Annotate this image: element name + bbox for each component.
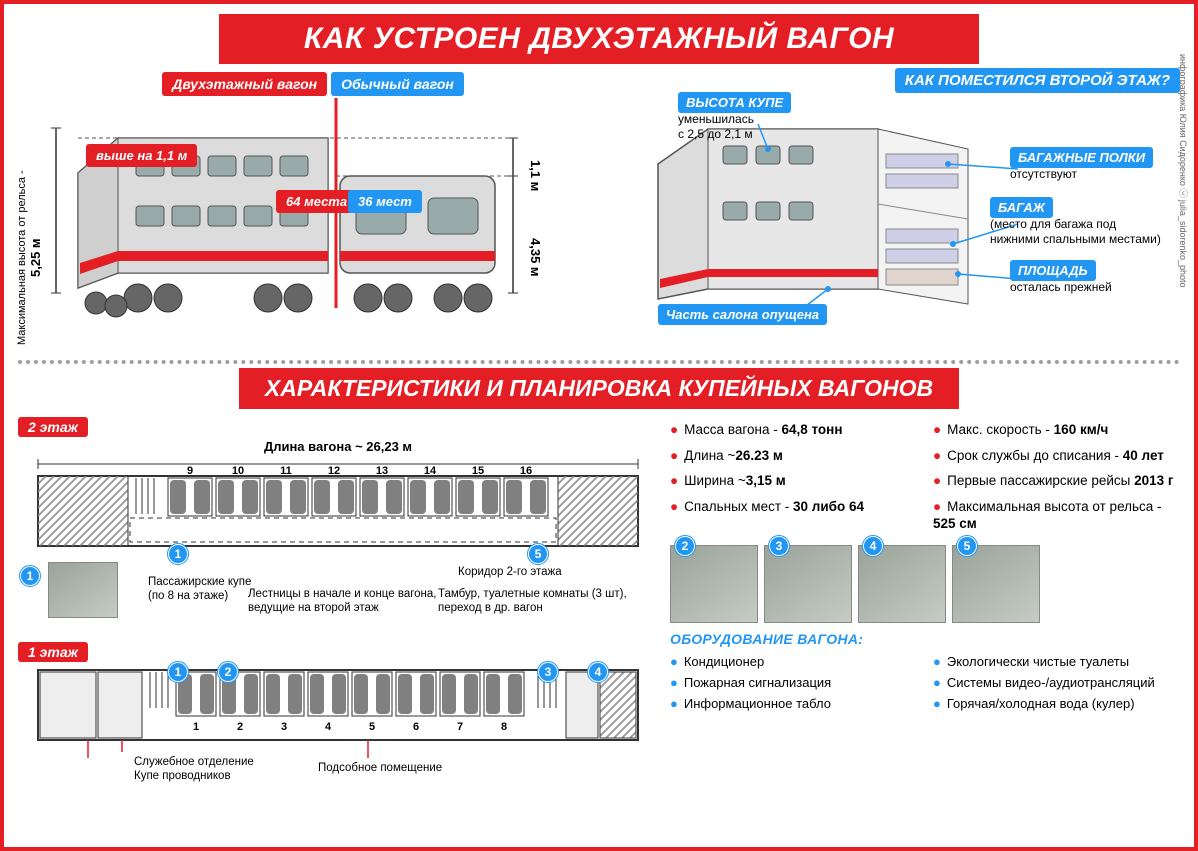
svg-text:15: 15 bbox=[472, 465, 484, 477]
wagon-comparison-drawing: 1,1 м 4,35 м bbox=[18, 98, 578, 328]
svg-text:7: 7 bbox=[457, 721, 463, 733]
spec-item: Длина ~26.23 м bbox=[670, 443, 917, 469]
floor-1-label: 1 этаж bbox=[18, 642, 88, 662]
infographic-page: инфографика Юлия Сидоренко ⓒ julia_sidor… bbox=[0, 0, 1198, 851]
floor-2-label: 2 этаж bbox=[18, 417, 88, 437]
how-fit-question: КАК ПОМЕСТИЛСЯ ВТОРОЙ ЭТАЖ? bbox=[895, 68, 1180, 93]
spec-item: Спальных мест - 30 либо 64 bbox=[670, 494, 917, 520]
equipment-list: КондиционерПожарная сигнализацияИнформац… bbox=[670, 651, 1180, 714]
svg-text:2: 2 bbox=[237, 721, 243, 733]
interior-photo: 5 bbox=[952, 545, 1040, 623]
single-deck-tag: Обычный вагон bbox=[331, 72, 464, 96]
cutaway-panel: КАК ПОМЕСТИЛСЯ ВТОРОЙ ЭТАЖ? bbox=[618, 72, 1180, 354]
interior-photo: 3 bbox=[764, 545, 852, 623]
section-title: ХАРАКТЕРИСТИКИ И ПЛАНИРОВКА КУПЕЙНЫХ ВАГ… bbox=[239, 368, 959, 409]
lowered-tag: Часть салона опущена bbox=[658, 304, 827, 325]
interior-photo: 4 bbox=[858, 545, 946, 623]
svg-text:10: 10 bbox=[232, 465, 244, 477]
svg-text:12: 12 bbox=[328, 465, 340, 477]
annot-corridor: Коридор 2-го этажа bbox=[458, 566, 562, 580]
svg-text:6: 6 bbox=[413, 721, 419, 733]
annot-coupes: Пассажирские купе (по 8 на этаже) bbox=[148, 576, 251, 604]
bottom-section: 2 этаж Длина вагона ~ 26,23 м 9101112131… bbox=[4, 415, 1194, 794]
svg-text:9: 9 bbox=[187, 465, 193, 477]
wagon-length: Длина вагона ~ 26,23 м bbox=[18, 439, 658, 454]
svg-text:8: 8 bbox=[501, 721, 507, 733]
spec-item: Масса вагона - 64,8 тонн bbox=[670, 417, 917, 443]
svg-text:4: 4 bbox=[325, 721, 332, 733]
interior-photo: 2 bbox=[670, 545, 758, 623]
floor-2-plan: 910111213141516 bbox=[18, 456, 658, 566]
main-title: КАК УСТРОЕН ДВУХЭТАЖНЫЙ ВАГОН bbox=[219, 14, 979, 64]
spec-list: Масса вагона - 64,8 тоннДлина ~26.23 мШи… bbox=[670, 417, 1180, 537]
bubble-3: 3 bbox=[538, 662, 558, 682]
spec-item: Первые пассажирские рейсы 2013 г bbox=[933, 468, 1180, 494]
floor-1-plan: 1 2 3 4 5 6 7 8 bbox=[18, 662, 658, 762]
bubble-4: 4 bbox=[588, 662, 608, 682]
spec-item: Ширина ~3,15 м bbox=[670, 468, 917, 494]
annot-utility: Подсобное помещение bbox=[318, 762, 442, 776]
spec-item: Максимальная высота от рельса - 525 см bbox=[933, 494, 1180, 537]
equip-item: Кондиционер bbox=[670, 651, 917, 672]
svg-text:11: 11 bbox=[280, 465, 292, 477]
specs-panel: Масса вагона - 64,8 тоннДлина ~26.23 мШи… bbox=[670, 417, 1180, 786]
higher-by-tag: выше на 1,1 м bbox=[86, 144, 197, 167]
callout-luggage: БАГАЖ (место для багажа под нижними спал… bbox=[990, 199, 1180, 247]
annot-conductor: Купе проводников bbox=[134, 770, 231, 784]
equip-item: Системы видео-/аудиотрансляций bbox=[933, 672, 1180, 693]
callout-height: ВЫСОТА КУПЕ уменьшилась с 2,5 до 2,1 м bbox=[678, 94, 791, 142]
seats-36-tag: 36 мест bbox=[348, 190, 422, 213]
equip-item: Горячая/холодная вода (кулер) bbox=[933, 693, 1180, 714]
svg-text:5: 5 bbox=[369, 721, 375, 733]
bubble-1b: 1 bbox=[168, 544, 188, 564]
svg-text:4,35 м: 4,35 м bbox=[528, 238, 543, 277]
svg-text:1,1 м: 1,1 м bbox=[528, 160, 543, 191]
equip-item: Информационное табло bbox=[670, 693, 917, 714]
bubble-5: 5 bbox=[528, 544, 548, 564]
comparison-panel: Двухэтажный вагон Обычный вагон Максимал… bbox=[18, 72, 608, 354]
photo-1 bbox=[48, 562, 118, 618]
equipment-title: ОБОРУДОВАНИЕ ВАГОНА: bbox=[670, 631, 1180, 647]
spec-item: Срок службы до списания - 40 лет bbox=[933, 443, 1180, 469]
svg-text:1: 1 bbox=[193, 721, 199, 733]
svg-text:14: 14 bbox=[424, 465, 437, 477]
bubble-1a: 1 bbox=[20, 566, 40, 586]
spec-item: Макс. скорость - 160 км/ч bbox=[933, 417, 1180, 443]
double-deck-tag: Двухэтажный вагон bbox=[162, 72, 327, 96]
top-section: Двухэтажный вагон Обычный вагон Максимал… bbox=[4, 64, 1194, 354]
svg-text:13: 13 bbox=[376, 465, 388, 477]
max-height-label: Максимальная высота от рельса - 5,25 м bbox=[16, 162, 43, 354]
floor-plans: 2 этаж Длина вагона ~ 26,23 м 9101112131… bbox=[18, 417, 658, 786]
svg-text:3: 3 bbox=[281, 721, 287, 733]
photo-row: 2345 bbox=[670, 545, 1180, 623]
callout-shelves: БАГАЖНЫЕ ПОЛКИ отсутствуют bbox=[1010, 149, 1180, 182]
equip-item: Пожарная сигнализация bbox=[670, 672, 917, 693]
bubble-1c: 1 bbox=[168, 662, 188, 682]
annot-vestibule: Тамбур, туалетные комнаты (3 шт), перехо… bbox=[438, 588, 627, 616]
annot-service: Служебное отделение bbox=[134, 756, 254, 770]
seats-64-tag: 64 места bbox=[276, 190, 357, 213]
section-divider bbox=[18, 360, 1180, 364]
annot-stairs: Лестницы в начале и конце вагона, ведущи… bbox=[248, 588, 437, 616]
bubble-2: 2 bbox=[218, 662, 238, 682]
svg-text:16: 16 bbox=[520, 465, 532, 477]
callout-area: ПЛОЩАДЬ осталась прежней bbox=[1010, 262, 1180, 295]
equip-item: Экологически чистые туалеты bbox=[933, 651, 1180, 672]
